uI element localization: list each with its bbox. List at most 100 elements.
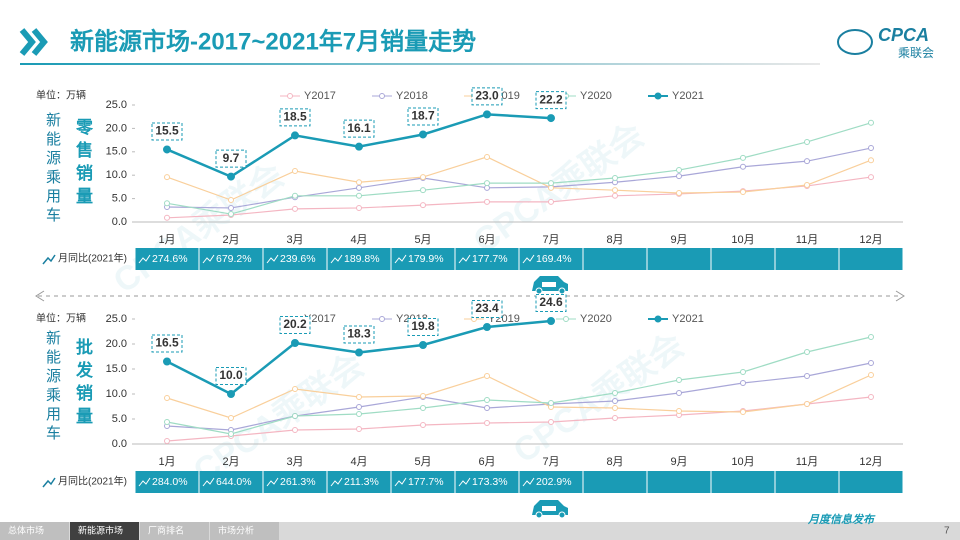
logo-mark — [837, 29, 873, 55]
yoy-cell — [135, 248, 199, 270]
point — [228, 211, 234, 218]
value-label-box — [471, 87, 503, 106]
x-tick-label: 7月 — [542, 234, 559, 246]
point — [612, 390, 618, 396]
trend-icon — [266, 477, 279, 487]
y-tick-label: 25.0 — [106, 313, 127, 325]
yoy-cell — [519, 471, 583, 493]
x-tick-label: 10月 — [731, 456, 754, 468]
title-rule — [20, 63, 820, 65]
point — [292, 192, 298, 199]
point — [292, 167, 298, 174]
footer-tab-label: 新能源市场 — [78, 524, 123, 535]
x-tick-label: 4月 — [350, 456, 367, 468]
point — [164, 419, 170, 425]
point — [740, 163, 746, 170]
x-tick-label: 9月 — [670, 234, 687, 246]
point — [676, 390, 682, 396]
y-tick-label: 25.0 — [106, 99, 127, 111]
yoy-value: 179.9% — [408, 253, 444, 265]
y-tick-label: 20.0 — [106, 122, 127, 134]
point — [356, 179, 362, 186]
point — [356, 394, 362, 400]
x-tick-label: 7月 — [542, 456, 559, 468]
yoy-cell — [583, 471, 647, 493]
trend-icon — [458, 477, 471, 487]
footer-tab-label: 总体市场 — [8, 524, 44, 535]
point — [612, 187, 618, 194]
unit-label: 单位：万辆 — [36, 89, 86, 102]
yoy-label: 月同比(2021年) — [58, 475, 127, 488]
yoy-cell — [327, 471, 391, 493]
yoy-value: 239.6% — [280, 253, 316, 265]
y-tick-label: 10.0 — [106, 388, 127, 400]
value-label: 10.0 — [219, 368, 243, 382]
point — [420, 202, 426, 209]
x-tick-label: 11月 — [796, 234, 818, 246]
point — [356, 184, 362, 191]
series-line — [166, 374, 872, 419]
trend-icon — [42, 254, 56, 265]
point — [740, 369, 746, 375]
point — [419, 341, 427, 349]
point — [676, 189, 682, 196]
point — [484, 405, 490, 411]
yoy-cell — [519, 248, 583, 270]
y-tick-label: 0.0 — [112, 438, 127, 450]
value-label: 18.7 — [411, 109, 435, 123]
point — [804, 373, 810, 379]
trend-icon — [138, 254, 151, 264]
footer-tab-label: 市场分析 — [218, 524, 254, 535]
trend-icon — [202, 254, 215, 264]
point — [548, 419, 554, 425]
x-tick-label: 1月 — [158, 234, 175, 246]
unit-label: 单位：万辆 — [36, 312, 86, 325]
x-tick-label: 8月 — [606, 234, 623, 246]
yoy-value: 284.0% — [152, 476, 188, 488]
point — [868, 394, 874, 400]
x-tick-label: 10月 — [731, 234, 754, 246]
point — [164, 395, 170, 401]
divider-arrows — [35, 290, 905, 302]
value-label: 23.4 — [475, 301, 499, 315]
yoy-cell — [711, 471, 775, 493]
trend-icon — [138, 477, 151, 487]
yoy-value: 274.6% — [152, 253, 188, 265]
yoy-cell — [263, 248, 327, 270]
value-label: 19.8 — [411, 319, 435, 333]
point — [612, 405, 618, 411]
value-label-box — [151, 334, 183, 353]
point — [868, 372, 874, 378]
legend-label: Y2018 — [396, 90, 428, 102]
value-label-box — [343, 325, 375, 344]
value-label-box — [279, 108, 311, 127]
point — [548, 180, 554, 187]
yoy-cell — [775, 471, 839, 493]
point — [804, 158, 810, 165]
logo-text: CPCA — [878, 25, 929, 45]
yoy-value: 679.2% — [216, 253, 252, 265]
trend-icon — [266, 254, 279, 264]
y-tick-label: 0.0 — [112, 216, 127, 228]
point — [420, 174, 426, 181]
yoy-cell — [647, 471, 711, 493]
value-label: 18.3 — [347, 327, 371, 341]
footer-note: 月度信息发布 — [807, 513, 876, 526]
value-label: 16.5 — [155, 336, 179, 350]
x-tick-label: 5月 — [414, 234, 431, 246]
point — [484, 397, 490, 403]
legend-marker — [563, 316, 569, 322]
point — [740, 409, 746, 415]
legend-marker — [287, 93, 293, 99]
yoy-cell — [199, 248, 263, 270]
category-label: 新能源乘用车 — [44, 112, 61, 226]
value-label: 23.0 — [475, 89, 499, 103]
metric-label: 批发销量 — [73, 338, 92, 430]
value-label: 18.5 — [283, 110, 307, 124]
y-tick-label: 15.0 — [106, 363, 127, 375]
yoy-cell — [583, 248, 647, 270]
point — [163, 357, 171, 366]
legend-marker — [379, 316, 385, 322]
y-tick-label: 10.0 — [106, 169, 127, 181]
